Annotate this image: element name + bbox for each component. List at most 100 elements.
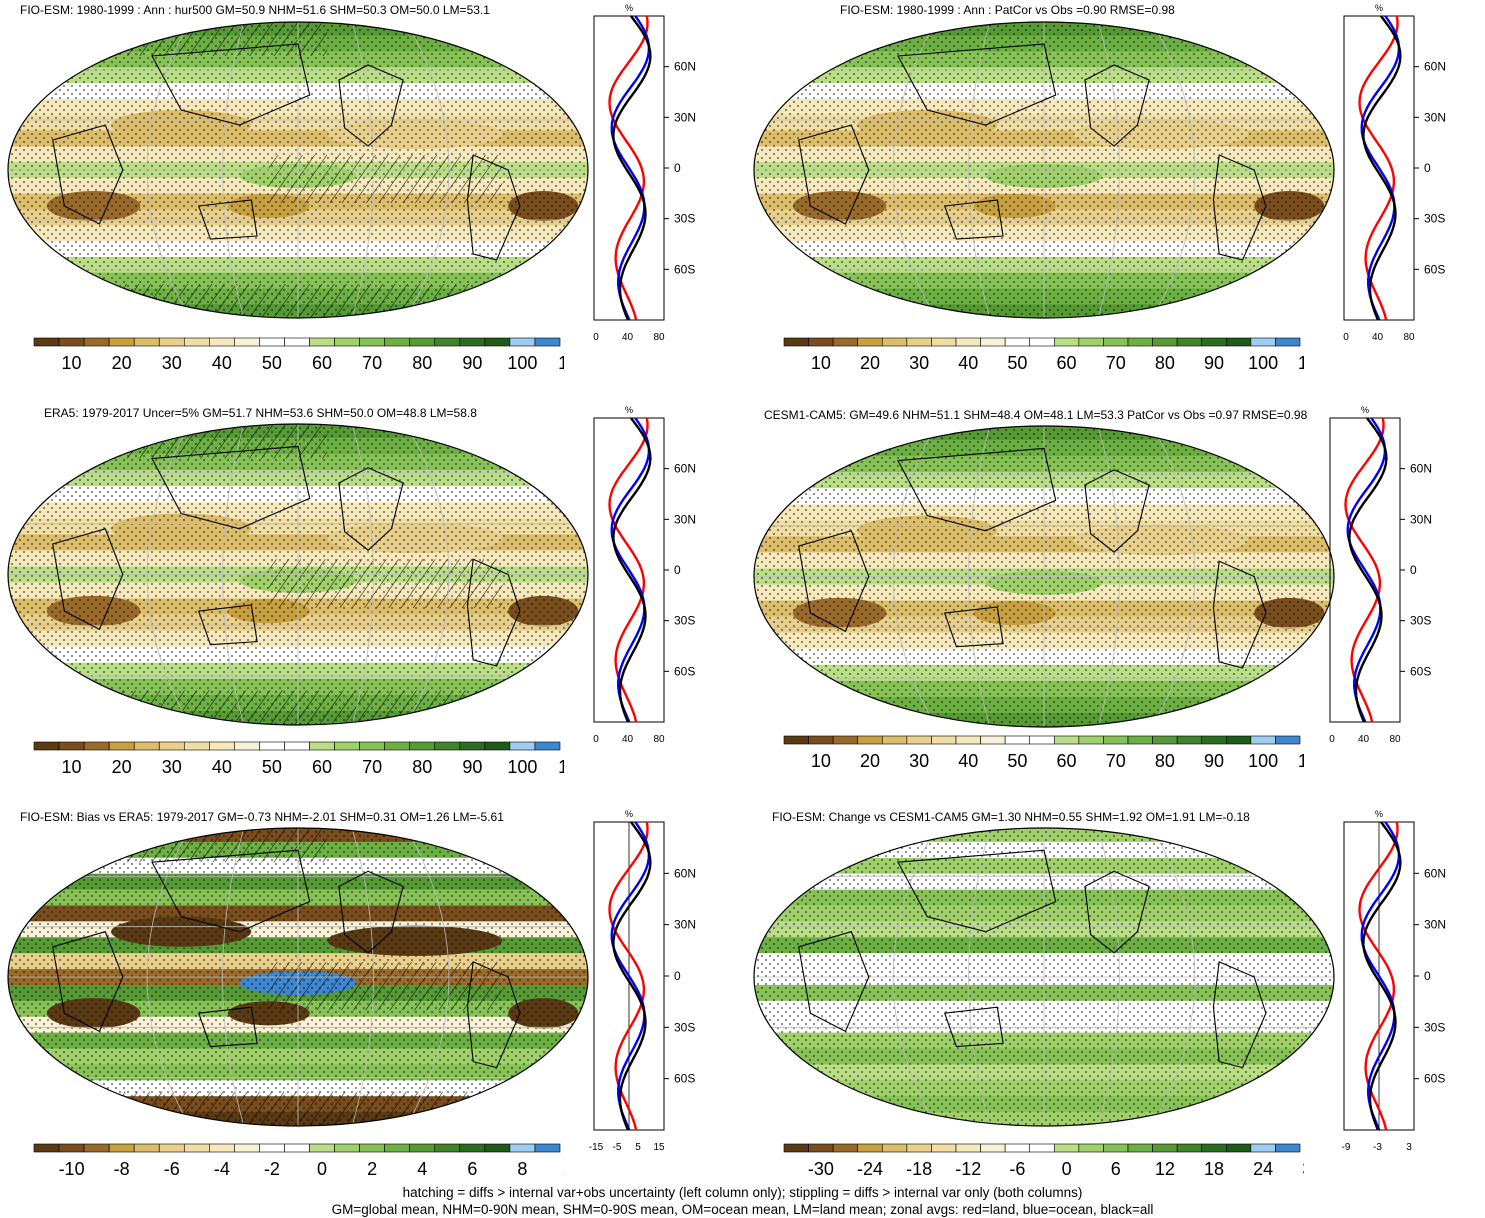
- colorbar-swatch: [881, 1143, 908, 1153]
- colorbar-swatch: [434, 337, 461, 347]
- zonal-unit-label: %: [625, 3, 633, 13]
- colorbar-swatch: [1250, 337, 1276, 347]
- colorbar-swatch: [409, 741, 436, 751]
- colorbar-swatch: [1225, 735, 1252, 745]
- colorbar-tick-label: 60: [1057, 353, 1077, 373]
- colorbar-tick-label: 110: [558, 353, 564, 373]
- colorbar-tick-label: 40: [212, 757, 232, 777]
- zonal-mean-plot: % 60N 30N 0 30S 60S 0 40 80: [593, 3, 696, 343]
- world-map: [7, 827, 589, 1127]
- colorbar-tick-label: 100: [1248, 353, 1278, 373]
- colorbar-tick-label: 4: [417, 1159, 427, 1179]
- colorbar-swatch: [484, 1143, 511, 1153]
- colorbar-swatch: [1201, 735, 1227, 745]
- colorbar-swatch: [1176, 735, 1203, 745]
- all-profile-line: [612, 15, 652, 321]
- zonal-unit-label: %: [1361, 405, 1369, 415]
- colorbar: -30 -24 -18 -12 -6 0 6 12 18 24 30: [783, 1143, 1304, 1179]
- graticule-line: [892, 828, 938, 1126]
- colorbar-swatch: [209, 1143, 235, 1153]
- colorbar-tick-label: -12: [955, 1159, 981, 1179]
- colorbar-tick-label: 0: [317, 1159, 327, 1179]
- colorbar-tick-label: 90: [462, 353, 482, 373]
- land-profile-line: [1344, 417, 1385, 723]
- panel-title: FIO-ESM: Change vs CESM1-CAM5 GM=1.30 NH…: [772, 810, 1250, 824]
- hatching: [268, 961, 503, 1011]
- zonal-x-label: -5: [613, 1142, 622, 1153]
- colorbar-tick-label: 60: [312, 757, 332, 777]
- colorbar-swatch: [108, 741, 135, 751]
- coastline: [798, 931, 870, 1033]
- coastline: [943, 606, 1004, 648]
- land-profile-line: [1358, 15, 1399, 321]
- coastline: [338, 467, 404, 551]
- colorbar-swatch: [309, 337, 335, 347]
- colorbar-swatch: [832, 1143, 859, 1153]
- graticule-line: [1150, 22, 1196, 318]
- coastline: [1212, 961, 1267, 1069]
- colorbar-swatch: [1029, 337, 1055, 347]
- coastline: [151, 445, 311, 530]
- all-profile-line: [1362, 15, 1402, 321]
- colorbar-swatch: [1225, 337, 1252, 347]
- colorbar-swatch: [459, 1143, 486, 1153]
- map-border: [7, 827, 589, 1127]
- colorbar-tick-label: 90: [462, 757, 482, 777]
- zonal-lat-label: 30S: [674, 1020, 695, 1034]
- colorbar-swatch: [832, 337, 859, 347]
- zonal-x-label: 5: [635, 1142, 641, 1153]
- colorbar-swatch: [783, 1143, 809, 1153]
- all-profile-line: [612, 821, 652, 1131]
- zonal-x-label: 0: [1329, 734, 1335, 745]
- zonal-lat-label: 60N: [674, 866, 696, 880]
- colorbar-swatch: [509, 741, 536, 751]
- zonal-unit-label: %: [625, 405, 633, 415]
- colorbar-swatch: [58, 1143, 85, 1153]
- colorbar-swatch: [1029, 735, 1055, 745]
- colorbar-swatch: [259, 1143, 285, 1153]
- coastline: [798, 530, 870, 633]
- footer-line-1: hatching = diffs > internal var+obs unce…: [402, 1185, 1083, 1200]
- graticule-line: [1097, 426, 1120, 727]
- zonal-lat-label: 60N: [1424, 866, 1446, 880]
- colorbar-swatch: [906, 735, 932, 745]
- panel-title: CESM1-CAM5: GM=49.6 NHM=51.1 SHM=48.4 OM…: [764, 408, 1308, 422]
- zonal-lat-label: 30S: [1424, 212, 1445, 226]
- graticule-line: [1150, 426, 1196, 727]
- zonal-lat-label: 30N: [674, 918, 696, 932]
- zonal-x-label: 40: [1358, 734, 1370, 745]
- colorbar-swatch: [259, 337, 285, 347]
- zonal-x-label: 80: [1389, 734, 1401, 745]
- coastline: [798, 124, 870, 225]
- colorbar-tick-label: 10: [62, 353, 82, 373]
- colorbar-swatch: [1103, 1143, 1129, 1153]
- zonal-x-label: 40: [622, 734, 634, 745]
- colorbar-tick-label: 60: [312, 353, 332, 373]
- graticule-line: [222, 828, 245, 1126]
- colorbar-swatch: [808, 337, 834, 347]
- world-map: [7, 21, 589, 319]
- panel-title: ERA5: 1979-2017 Uncer=5% GM=51.7 NHM=53.…: [44, 406, 477, 420]
- zonal-x-label: 15: [653, 1142, 665, 1153]
- graticule-line: [222, 22, 245, 318]
- colorbar-swatch: [1078, 1143, 1104, 1153]
- colorbar-swatch: [334, 337, 360, 347]
- coastline: [466, 961, 521, 1069]
- zonal-lat-label: 30N: [1424, 918, 1446, 932]
- colorbar-swatch: [1103, 735, 1129, 745]
- colorbar-swatch: [1053, 337, 1080, 347]
- world-map: [753, 425, 1335, 728]
- zonal-mean-plot: % 60N 30N 0 30S 60S -9 -3 3: [1342, 809, 1446, 1153]
- coastline: [943, 1006, 1004, 1048]
- colorbar-tick-label: -30: [808, 1159, 834, 1179]
- colorbar-swatch: [1275, 1143, 1301, 1153]
- coastline: [466, 154, 521, 261]
- colorbar-swatch: [284, 741, 310, 751]
- colorbar-swatch: [409, 337, 436, 347]
- colorbar-swatch: [284, 1143, 310, 1153]
- colorbar-tick-label: 10: [811, 353, 831, 373]
- colorbar-tick-label: 70: [1106, 751, 1126, 771]
- colorbar-swatch: [955, 735, 981, 745]
- colorbar-swatch: [1004, 1143, 1031, 1153]
- zonal-unit-label: %: [625, 809, 633, 819]
